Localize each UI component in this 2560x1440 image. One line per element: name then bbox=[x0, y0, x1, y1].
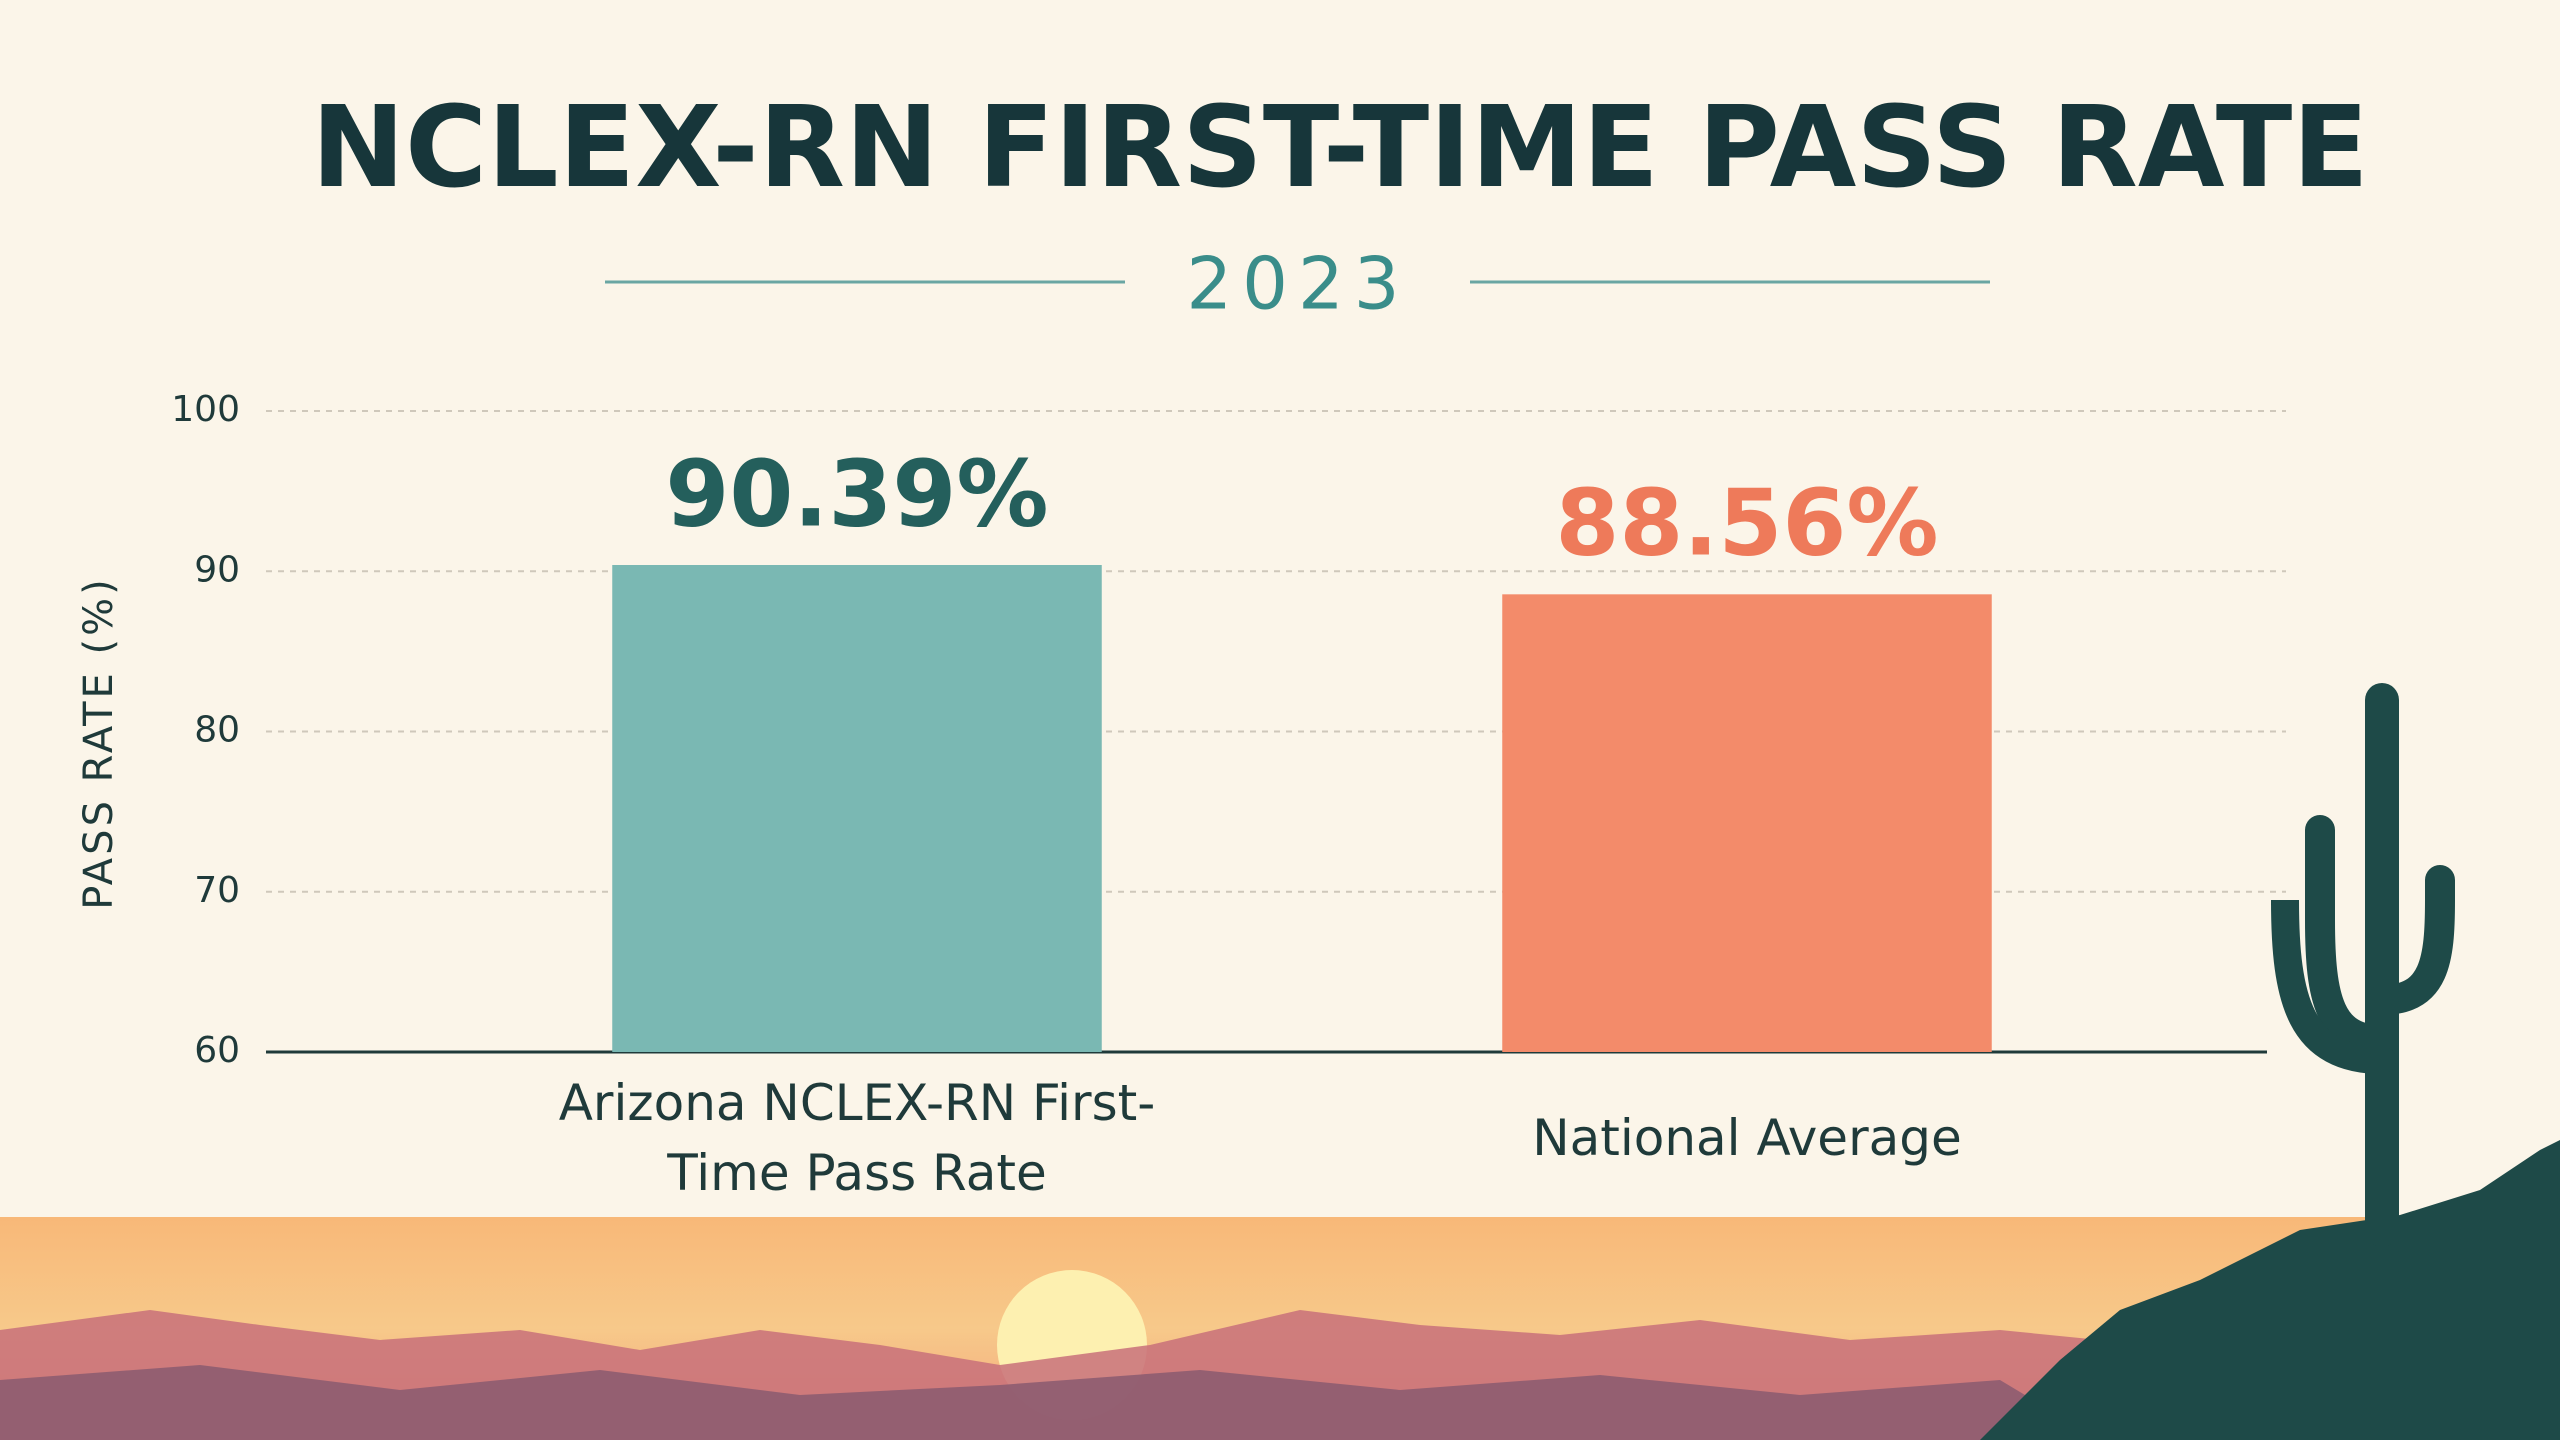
bar bbox=[1502, 594, 1992, 1052]
y-tick-label: 60 bbox=[194, 1030, 240, 1071]
y-tick-label: 90 bbox=[194, 549, 240, 590]
value-label: 90.39% bbox=[665, 440, 1048, 547]
mountains-near bbox=[0, 1365, 2100, 1440]
chart-title: NCLEX-RN FIRST-TIME PASS RATE bbox=[311, 83, 2368, 213]
y-tick-label: 70 bbox=[194, 870, 240, 911]
y-tick-label: 80 bbox=[194, 710, 240, 751]
bar bbox=[612, 565, 1102, 1052]
x-tick-label: National Average bbox=[1532, 1109, 1962, 1167]
x-tick-label: Arizona NCLEX-RN First-Time Pass Rate bbox=[558, 1074, 1156, 1202]
cactus bbox=[2271, 683, 2455, 1247]
value-label: 88.56% bbox=[1555, 470, 1938, 577]
chart-subtitle: 2023 bbox=[1186, 242, 1409, 326]
y-axis-label: PASS RATE (%) bbox=[76, 576, 122, 910]
hill bbox=[1980, 1140, 2560, 1440]
y-tick-label: 100 bbox=[171, 389, 240, 430]
landscape bbox=[0, 683, 2560, 1440]
